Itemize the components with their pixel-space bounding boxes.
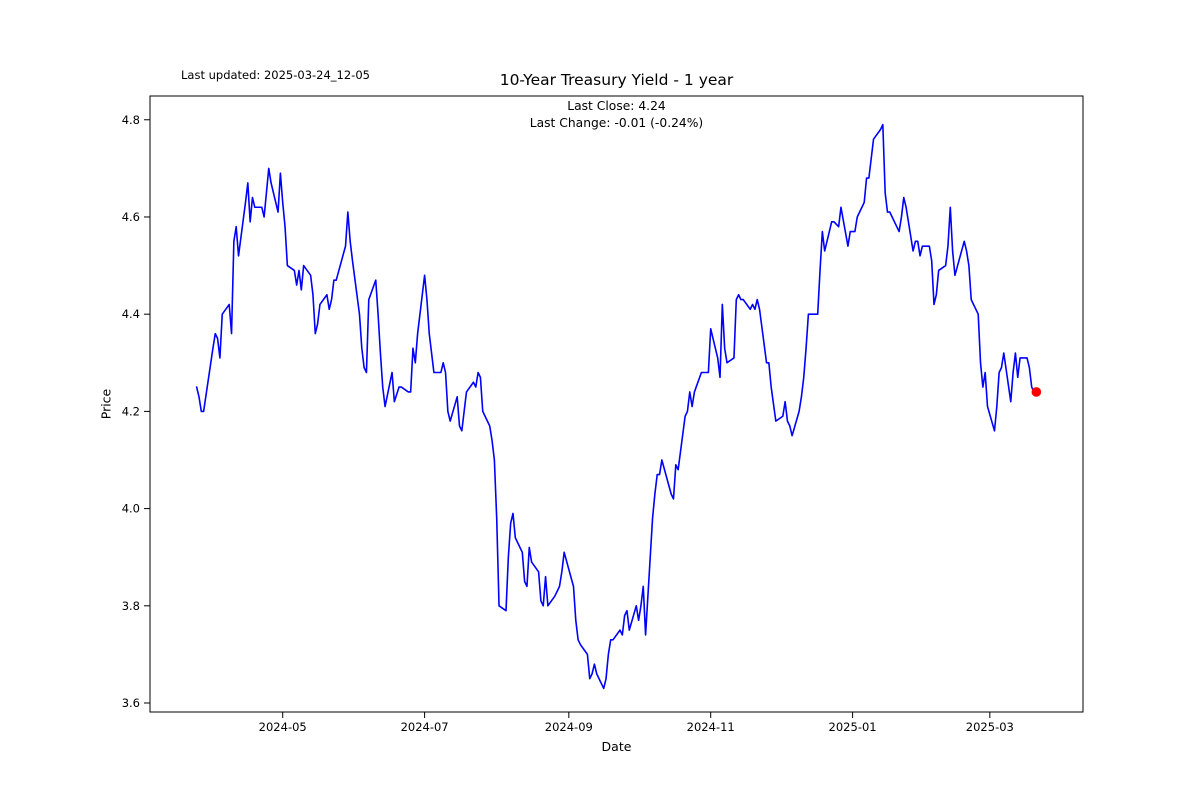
x-tick-label: 2024-11	[687, 720, 735, 734]
y-tick-label: 3.6	[122, 696, 140, 710]
x-tick-label: 2024-05	[259, 720, 307, 734]
x-tick-label: 2024-07	[401, 720, 449, 734]
y-tick-label: 4.2	[122, 404, 140, 418]
y-tick-label: 3.8	[122, 599, 140, 613]
yield-line-series	[195, 123, 1038, 690]
y-tick-label: 4.8	[122, 113, 140, 127]
chart-title: 10-Year Treasury Yield - 1 year	[499, 71, 734, 89]
x-tick-label: 2025-03	[966, 720, 1014, 734]
last-close-marker	[1031, 387, 1042, 397]
y-tick-label: 4.6	[122, 210, 140, 224]
y-tick-label: 4.4	[122, 307, 140, 321]
chart-subtitle: Last Close: 4.24 Last Change: -0.01 (-0.…	[150, 98, 1083, 131]
x-tick-label: 2024-09	[545, 720, 593, 734]
x-tick-label: 2025-01	[829, 720, 877, 734]
y-tick-label: 4.0	[122, 502, 140, 516]
last-close-label: Last Close: 4.24	[567, 99, 666, 113]
x-axis-label: Date	[601, 739, 632, 754]
last-change-label: Last Change: -0.01 (-0.24%)	[529, 115, 704, 130]
axes-frame	[149, 95, 1084, 713]
last-updated-label: Last updated: 2025-03-24_12-05	[181, 68, 370, 82]
